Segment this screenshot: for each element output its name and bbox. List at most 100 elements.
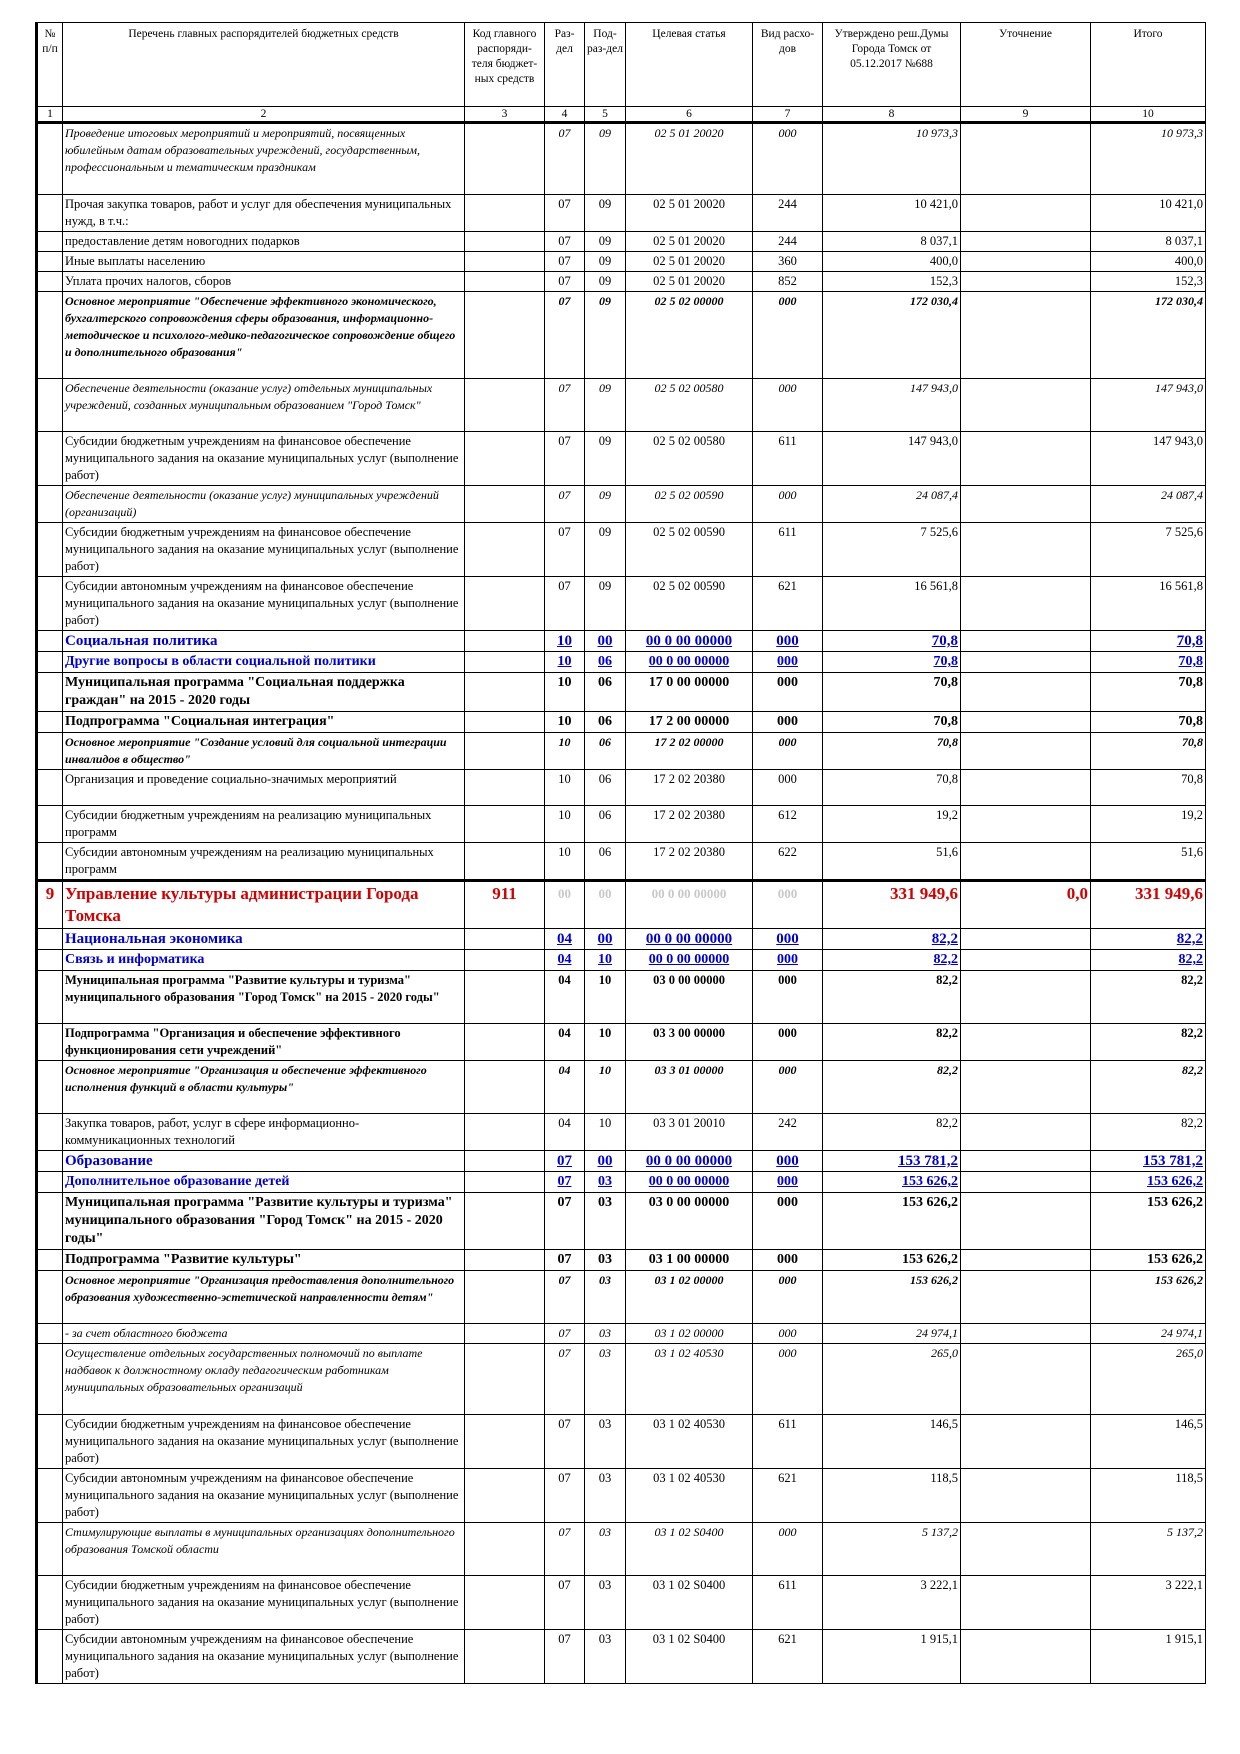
row-expense-type: 612 — [752, 805, 823, 843]
row-total: 70,8 — [1090, 630, 1206, 652]
row-approved: 331 949,6 — [822, 879, 961, 929]
row-podrazdel: 06 — [584, 711, 626, 733]
row-code — [464, 1468, 545, 1523]
row-razdel: 07 — [544, 1343, 585, 1415]
row-number — [35, 1060, 63, 1114]
row-total: 118,5 — [1090, 1468, 1206, 1523]
row-expense-type: 000 — [752, 1323, 823, 1344]
row-change — [960, 1343, 1091, 1415]
row-razdel: 07 — [544, 291, 585, 379]
row-total: 10 973,3 — [1090, 122, 1206, 195]
row-expense-type: 000 — [752, 769, 823, 806]
row-number — [35, 1270, 63, 1324]
row-target-article: 00 0 00 00000 — [625, 1150, 753, 1172]
row-expense-type: 622 — [752, 842, 823, 881]
row-number — [35, 1522, 63, 1576]
row-razdel: 10 — [544, 769, 585, 806]
row-code — [464, 970, 545, 1024]
row-podrazdel: 03 — [584, 1414, 626, 1469]
table-row: Стимулирующие выплаты в муниципальных ор… — [35, 1522, 1206, 1576]
row-total: 146,5 — [1090, 1414, 1206, 1469]
row-target-article: 03 1 02 40530 — [625, 1414, 753, 1469]
row-total: 16 561,8 — [1090, 576, 1206, 631]
row-approved: 70,8 — [822, 672, 961, 712]
table-row: Закупка товаров, работ, услуг в сфере ин… — [35, 1113, 1206, 1151]
row-code — [464, 1343, 545, 1415]
row-number — [35, 1414, 63, 1469]
row-expense-type: 621 — [752, 576, 823, 631]
table-row: Организация и проведение социально-значи… — [35, 769, 1206, 806]
row-expense-type: 611 — [752, 1575, 823, 1630]
col-number: 6 — [625, 106, 753, 124]
row-approved: 70,8 — [822, 651, 961, 673]
row-podrazdel: 00 — [584, 928, 626, 950]
row-number — [35, 1171, 63, 1193]
row-number — [35, 1150, 63, 1172]
table-row: Уплата прочих налогов, сборов 07 09 02 5 01… — [35, 271, 1206, 292]
row-code — [464, 1629, 545, 1684]
row-change — [960, 970, 1091, 1024]
row-podrazdel: 09 — [584, 485, 626, 523]
row-podrazdel: 03 — [584, 1343, 626, 1415]
table-row: - за счет областного бюджета 07 03 03 1 02 … — [35, 1323, 1206, 1344]
row-change — [960, 378, 1091, 432]
row-razdel: 07 — [544, 1192, 585, 1250]
row-approved: 19,2 — [822, 805, 961, 843]
row-target-article: 02 5 02 00580 — [625, 378, 753, 432]
row-target-article: 02 5 01 20020 — [625, 122, 753, 195]
row-code — [464, 1023, 545, 1061]
row-change — [960, 651, 1091, 673]
row-razdel: 04 — [544, 949, 585, 971]
row-number — [35, 769, 63, 806]
row-total: 51,6 — [1090, 842, 1206, 881]
row-code — [464, 1575, 545, 1630]
column-number-row: 1 2 3 4 5 6 7 8 9 10 — [35, 106, 1206, 124]
row-expense-type: 360 — [752, 251, 823, 272]
row-razdel: 04 — [544, 1023, 585, 1061]
row-razdel: 07 — [544, 231, 585, 252]
row-total: 8 037,1 — [1090, 231, 1206, 252]
row-total: 331 949,6 — [1090, 879, 1206, 929]
row-approved: 400,0 — [822, 251, 961, 272]
row-change — [960, 231, 1091, 252]
row-podrazdel: 03 — [584, 1468, 626, 1523]
row-target-article: 02 5 01 20020 — [625, 231, 753, 252]
row-razdel: 07 — [544, 251, 585, 272]
row-podrazdel: 03 — [584, 1575, 626, 1630]
row-number — [35, 1323, 63, 1344]
row-name: Субсидии бюджетным учреждениям на финанс… — [62, 1414, 465, 1469]
row-change — [960, 291, 1091, 379]
row-change — [960, 522, 1091, 577]
row-change — [960, 194, 1091, 232]
row-target-article: 02 5 02 00590 — [625, 485, 753, 523]
row-target-article: 03 1 02 S0400 — [625, 1629, 753, 1684]
row-name: Стимулирующие выплаты в муниципальных ор… — [62, 1522, 465, 1576]
table-row: Субсидии автономным учреждениям на финан… — [35, 576, 1206, 631]
row-total: 153 781,2 — [1090, 1150, 1206, 1172]
row-name: Уплата прочих налогов, сборов — [62, 271, 465, 292]
row-target-article: 03 1 00 00000 — [625, 1249, 753, 1271]
row-expense-type: 000 — [752, 651, 823, 673]
row-change — [960, 805, 1091, 843]
table-row: Связь и информатика 04 10 00 0 00 00000 000 8… — [35, 949, 1206, 971]
row-target-article: 03 1 02 40530 — [625, 1343, 753, 1415]
row-name: Дополнительное образование детей — [62, 1171, 465, 1193]
row-approved: 5 137,2 — [822, 1522, 961, 1576]
row-number: 9 — [35, 879, 63, 929]
row-podrazdel: 03 — [584, 1192, 626, 1250]
row-razdel: 07 — [544, 431, 585, 486]
row-razdel: 07 — [544, 1575, 585, 1630]
row-expense-type: 611 — [752, 522, 823, 577]
row-total: 152,3 — [1090, 271, 1206, 292]
row-total: 70,8 — [1090, 732, 1206, 770]
row-name: Социальная политика — [62, 630, 465, 652]
row-podrazdel: 03 — [584, 1249, 626, 1271]
row-total: 19,2 — [1090, 805, 1206, 843]
row-expense-type: 852 — [752, 271, 823, 292]
row-total: 1 915,1 — [1090, 1629, 1206, 1684]
row-target-article: 02 5 01 20020 — [625, 271, 753, 292]
row-name: Образование — [62, 1150, 465, 1172]
row-approved: 8 037,1 — [822, 231, 961, 252]
row-name: Организация и проведение социально-значи… — [62, 769, 465, 806]
row-expense-type: 244 — [752, 231, 823, 252]
